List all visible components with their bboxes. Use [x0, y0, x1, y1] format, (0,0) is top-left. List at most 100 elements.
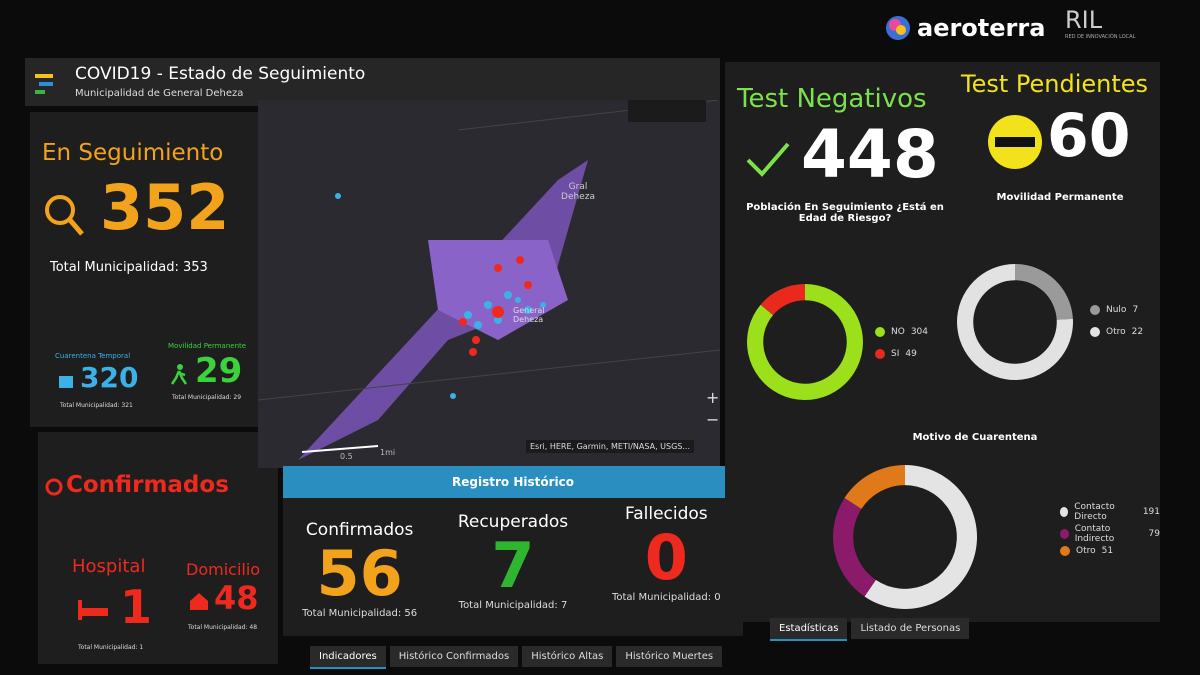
- tab[interactable]: Listado de Personas: [851, 618, 970, 639]
- legend-swatch: [1090, 327, 1100, 337]
- legend-swatch: [1060, 546, 1070, 556]
- legend-value: 51: [1101, 546, 1114, 556]
- minus-icon: [988, 115, 1042, 169]
- walk-icon: [170, 364, 188, 385]
- legend-name: Contacto Directo: [1074, 502, 1115, 522]
- legend-item: Contato Indirecto 79: [1060, 524, 1160, 544]
- confirmados-panel: Confirmados Hospital 1 Total Municipalid…: [38, 432, 278, 664]
- pendientes-title: Test Pendientes: [961, 70, 1149, 98]
- legend-item: Otro 51: [1060, 546, 1113, 556]
- legend-value: 7: [1132, 305, 1139, 315]
- legend-swatch: [1060, 507, 1069, 517]
- legend-name: Contato Indirecto: [1074, 524, 1115, 544]
- pendientes-value: 60: [1047, 101, 1131, 171]
- legend-swatch: [1090, 305, 1100, 315]
- subtitle: Municipalidad de General Deheza: [75, 88, 244, 99]
- check-icon: [746, 142, 790, 177]
- domicilio-label: Domicilio: [186, 560, 261, 579]
- registro-item: Recuperados 7 Total Municipalidad: 7: [436, 504, 589, 634]
- negativos-title: Test Negativos: [737, 84, 927, 114]
- brand: aeroterra: [885, 14, 1045, 42]
- movilidad-label: Movilidad Permanente: [168, 342, 247, 350]
- legend-item: Contacto Directo 191: [1060, 502, 1160, 522]
- hospital-value: 1: [120, 580, 153, 634]
- tab[interactable]: Estadísticas: [770, 618, 848, 641]
- legend-value: 191: [1142, 507, 1160, 517]
- donut-segment: [864, 465, 977, 609]
- donut-segment: [844, 465, 905, 509]
- legend-value: 49: [905, 349, 917, 359]
- cuarentena-total: Total Municipalidad: 321: [60, 402, 133, 409]
- search-icon: [45, 195, 84, 236]
- brand-icon: [886, 16, 910, 40]
- legend-swatch: [1060, 529, 1069, 539]
- tab[interactable]: Histórico Muertes: [616, 646, 723, 667]
- title: COVID19 - Estado de Seguimiento: [75, 64, 366, 84]
- brand2-name: RIL: [1065, 6, 1103, 34]
- registro-label: Fallecidos: [624, 504, 708, 524]
- movilidad-value: 29: [195, 351, 243, 391]
- registro-item: Confirmados 56 Total Municipalidad: 56: [283, 504, 436, 634]
- registro-label: Confirmados: [305, 520, 414, 540]
- bed-icon: [78, 600, 108, 620]
- home-icon: [190, 593, 208, 610]
- donut-title: Población En Seguimiento ¿Está en Edad d…: [746, 202, 944, 224]
- registro-value: 7: [491, 529, 535, 602]
- donut: [833, 465, 977, 609]
- map: Gral Deheza General Deheza 0.5 1mi Esri,…: [258, 100, 720, 468]
- registro-value: 0: [644, 521, 688, 594]
- calendar-icon: [59, 376, 73, 388]
- legend-swatch: [875, 349, 885, 359]
- legend-item: NO 304: [875, 327, 928, 337]
- donut-title: Movilidad Permanente: [996, 192, 1124, 203]
- movilidad-total: Total Municipalidad: 29: [172, 394, 242, 401]
- legend-item: SI 49: [875, 349, 917, 359]
- tab[interactable]: Histórico Altas: [522, 646, 613, 667]
- legend-item: Otro 22: [1090, 327, 1143, 337]
- brand2: RIL RED DE INNOVACIÓN LOCAL: [1065, 6, 1135, 40]
- tabs-right: Estadísticas Listado de Personas: [770, 616, 973, 641]
- confirmados-title: Confirmados: [66, 472, 229, 498]
- registro-value: 56: [316, 537, 403, 610]
- seguimiento-panel: En Seguimiento 352 Total Municipalidad: …: [30, 112, 270, 427]
- map-shapes: [258, 100, 720, 460]
- legend-value: 79: [1148, 529, 1160, 539]
- legend-value: 22: [1131, 327, 1144, 337]
- negativos-value: 448: [801, 116, 939, 193]
- legend-name: NO: [891, 327, 905, 337]
- donut-segment: [1015, 264, 1073, 320]
- seguimiento-value: 352: [100, 171, 230, 244]
- zoom-out[interactable]: −: [706, 410, 720, 429]
- hospital-total: Total Municipalidad: 1: [78, 644, 144, 651]
- logo: [35, 74, 53, 94]
- donut: [747, 284, 863, 400]
- scale-label: 1mi: [380, 448, 396, 457]
- map-toolbar[interactable]: [628, 100, 706, 122]
- tab[interactable]: Histórico Confirmados: [389, 646, 519, 667]
- tab[interactable]: Indicadores: [310, 646, 386, 669]
- legend-name: Otro: [1106, 327, 1126, 337]
- biohazard-icon: [45, 478, 63, 496]
- zoom-in[interactable]: +: [706, 388, 720, 407]
- registro-total: Total Municipalidad: 0: [611, 592, 721, 604]
- registro-item: Fallecidos 0 Total Municipalidad: 0: [590, 504, 743, 634]
- registro-label: Recuperados: [457, 512, 569, 532]
- donut-title: Motivo de Cuarentena: [912, 432, 1038, 443]
- tabs-left: Indicadores Histórico Confirmados Históric…: [310, 644, 726, 669]
- town-label: Gral Deheza: [561, 182, 595, 202]
- domicilio-value: 48: [214, 579, 259, 617]
- registro-panel: Registro Histórico Confirmados 56 Total Mu…: [283, 466, 743, 636]
- donut: [957, 264, 1073, 380]
- legend-value: 304: [910, 327, 929, 337]
- registro-title: Registro Histórico: [283, 466, 743, 498]
- registro-total: Total Municipalidad: 7: [458, 600, 568, 612]
- attribution: Esri, HERE, Garmin, METI/NASA, USGS...: [526, 440, 694, 453]
- scale-label: 0.5: [340, 452, 353, 461]
- registro-items: Confirmados 56 Total Municipalidad: 56 Recu…: [283, 504, 743, 634]
- hospital-label: Hospital: [72, 556, 146, 577]
- city-label: General Deheza: [513, 306, 545, 324]
- registro-total: Total Municipalidad: 56: [302, 608, 418, 620]
- seguimiento-title: En Seguimiento: [42, 140, 224, 166]
- donut-segment: [833, 497, 876, 597]
